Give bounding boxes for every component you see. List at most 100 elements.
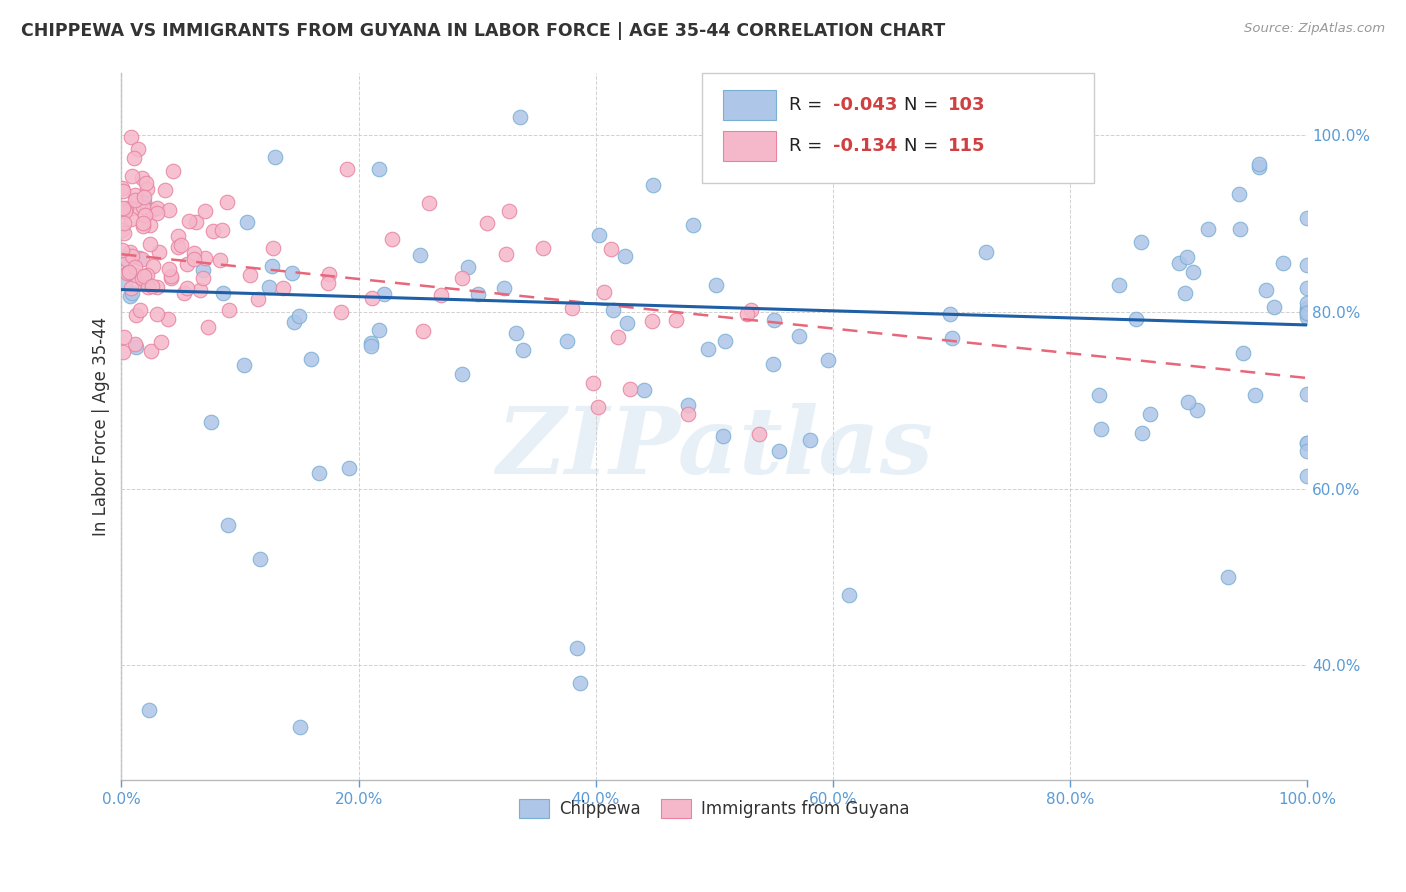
Point	[316, 276, 339, 290]
Point	[330, 305, 353, 319]
Point	[124, 260, 146, 274]
Point	[129, 303, 152, 318]
Point	[125, 268, 148, 283]
Point	[373, 287, 395, 301]
Point	[1247, 157, 1270, 171]
Point	[249, 552, 271, 566]
Point	[259, 280, 281, 294]
Point	[643, 178, 665, 193]
Point	[1296, 469, 1319, 483]
Point	[117, 265, 139, 279]
Point	[339, 460, 361, 475]
Point	[1296, 387, 1319, 401]
Point	[290, 720, 312, 734]
Point	[135, 176, 157, 190]
Point	[141, 202, 163, 217]
Point	[1168, 255, 1191, 269]
Point	[593, 285, 616, 299]
Point	[1197, 222, 1219, 236]
Point	[1271, 256, 1294, 270]
Point	[131, 200, 153, 214]
Point	[136, 182, 159, 196]
Point	[120, 289, 142, 303]
Point	[157, 202, 180, 217]
Point	[616, 316, 638, 330]
FancyBboxPatch shape	[723, 90, 776, 120]
Point	[381, 232, 404, 246]
Point	[512, 343, 534, 358]
Point	[176, 257, 198, 271]
Point	[762, 313, 785, 327]
Point	[146, 307, 169, 321]
Point	[212, 285, 235, 300]
Point	[762, 357, 785, 371]
Text: 103: 103	[948, 95, 986, 114]
Point	[128, 252, 150, 266]
Point	[467, 287, 489, 301]
Point	[318, 268, 340, 282]
Point	[492, 281, 515, 295]
Text: CHIPPEWA VS IMMIGRANTS FROM GUYANA IN LABOR FORCE | AGE 35-44 CORRELATION CHART: CHIPPEWA VS IMMIGRANTS FROM GUYANA IN LA…	[21, 22, 945, 40]
Point	[1296, 211, 1319, 226]
Point	[191, 271, 214, 285]
Point	[735, 307, 758, 321]
Point	[748, 427, 770, 442]
Point	[555, 334, 578, 348]
Point	[418, 195, 440, 210]
Point	[408, 248, 430, 262]
Point	[696, 342, 718, 356]
Point	[586, 400, 609, 414]
Point	[217, 195, 239, 210]
Point	[120, 130, 142, 145]
Point	[157, 262, 180, 277]
FancyBboxPatch shape	[703, 73, 1094, 183]
Point	[299, 351, 322, 366]
Point	[1296, 307, 1319, 321]
Point	[131, 271, 153, 285]
Point	[247, 292, 270, 306]
Point	[183, 246, 205, 260]
Point	[264, 150, 287, 164]
FancyBboxPatch shape	[723, 131, 776, 161]
Point	[941, 330, 963, 344]
Point	[194, 251, 217, 265]
Point	[273, 281, 295, 295]
Point	[1247, 160, 1270, 174]
Point	[505, 326, 527, 341]
Point	[682, 219, 704, 233]
Point	[368, 161, 391, 176]
Point	[1296, 435, 1319, 450]
Point	[1090, 422, 1112, 436]
Point	[111, 185, 134, 199]
Point	[157, 312, 180, 326]
Point	[134, 269, 156, 284]
Point	[201, 224, 224, 238]
Point	[236, 214, 259, 228]
Point	[789, 328, 811, 343]
Point	[1132, 425, 1154, 440]
Point	[132, 194, 155, 209]
Point	[138, 702, 160, 716]
Point	[1227, 187, 1250, 202]
Point	[176, 281, 198, 295]
Point	[167, 229, 190, 244]
Point	[838, 588, 860, 602]
Point	[799, 434, 821, 448]
Point	[111, 244, 134, 258]
Point	[124, 340, 146, 354]
Point	[121, 250, 143, 264]
Point	[118, 244, 141, 259]
Point	[132, 190, 155, 204]
Point	[1229, 222, 1251, 236]
Point	[582, 376, 605, 391]
Point	[1129, 235, 1152, 250]
Point	[619, 382, 641, 396]
Point	[607, 330, 630, 344]
Point	[797, 114, 820, 128]
Point	[115, 201, 138, 215]
Point	[260, 259, 283, 273]
Point	[131, 170, 153, 185]
Point	[134, 209, 156, 223]
Point	[142, 259, 165, 273]
Point	[1244, 388, 1267, 402]
